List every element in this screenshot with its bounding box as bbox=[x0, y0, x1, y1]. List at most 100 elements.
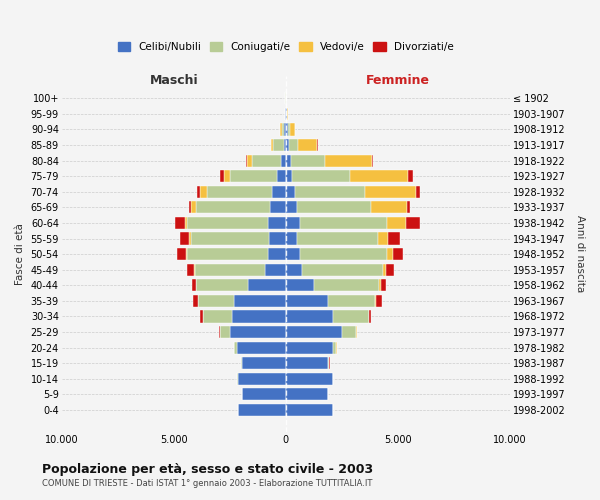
Bar bbox=[286, 202, 298, 213]
Bar bbox=[325, 154, 373, 166]
Bar bbox=[365, 186, 416, 198]
Bar bbox=[333, 342, 337, 353]
Bar bbox=[241, 357, 242, 370]
Bar bbox=[284, 124, 286, 136]
Bar bbox=[197, 186, 200, 198]
Bar bbox=[328, 295, 376, 307]
Bar bbox=[252, 154, 281, 166]
Text: Femmine: Femmine bbox=[366, 74, 430, 88]
Bar bbox=[271, 139, 274, 151]
Bar bbox=[386, 264, 394, 276]
Bar bbox=[196, 279, 248, 291]
Bar bbox=[220, 170, 224, 182]
Bar bbox=[383, 264, 386, 276]
Bar bbox=[298, 232, 378, 244]
Y-axis label: Fasce di età: Fasce di età bbox=[15, 223, 25, 285]
Bar bbox=[302, 264, 383, 276]
Bar bbox=[234, 295, 286, 307]
Bar bbox=[300, 248, 388, 260]
Bar bbox=[200, 186, 208, 198]
Bar bbox=[333, 310, 369, 322]
Bar bbox=[378, 232, 388, 244]
Bar bbox=[286, 326, 342, 338]
Bar bbox=[286, 108, 287, 120]
Bar bbox=[379, 279, 381, 291]
Bar bbox=[185, 217, 187, 229]
Bar bbox=[195, 264, 265, 276]
Bar bbox=[416, 186, 420, 198]
Bar bbox=[388, 217, 406, 229]
Bar bbox=[242, 357, 286, 370]
Bar bbox=[298, 139, 317, 151]
Bar bbox=[232, 310, 286, 322]
Bar bbox=[188, 202, 191, 213]
Bar bbox=[406, 217, 421, 229]
Bar bbox=[191, 232, 269, 244]
Bar bbox=[238, 404, 286, 416]
Legend: Celibi/Nubili, Coniugati/e, Vedovi/e, Divorziati/e: Celibi/Nubili, Coniugati/e, Vedovi/e, Di… bbox=[115, 38, 457, 55]
Bar bbox=[193, 295, 198, 307]
Bar bbox=[292, 170, 350, 182]
Bar bbox=[187, 248, 268, 260]
Bar bbox=[230, 326, 286, 338]
Bar bbox=[203, 310, 232, 322]
Bar bbox=[274, 139, 284, 151]
Bar bbox=[286, 404, 333, 416]
Bar bbox=[224, 170, 230, 182]
Bar bbox=[286, 154, 290, 166]
Bar bbox=[350, 170, 408, 182]
Bar bbox=[234, 342, 236, 353]
Bar bbox=[185, 248, 187, 260]
Text: Popolazione per età, sesso e stato civile - 2003: Popolazione per età, sesso e stato civil… bbox=[42, 462, 373, 475]
Bar bbox=[192, 279, 196, 291]
Bar bbox=[280, 124, 282, 136]
Bar bbox=[269, 232, 286, 244]
Bar bbox=[286, 124, 288, 136]
Bar bbox=[388, 248, 394, 260]
Bar bbox=[342, 326, 356, 338]
Bar bbox=[407, 202, 410, 213]
Bar bbox=[187, 217, 268, 229]
Bar bbox=[295, 186, 365, 198]
Bar bbox=[286, 357, 328, 370]
Bar bbox=[394, 248, 403, 260]
Bar bbox=[284, 139, 286, 151]
Bar bbox=[286, 248, 300, 260]
Bar bbox=[281, 154, 286, 166]
Bar bbox=[268, 217, 286, 229]
Bar bbox=[194, 264, 195, 276]
Bar bbox=[196, 202, 270, 213]
Bar bbox=[191, 202, 196, 213]
Bar bbox=[178, 248, 185, 260]
Bar bbox=[286, 139, 289, 151]
Bar bbox=[286, 217, 300, 229]
Bar bbox=[300, 217, 388, 229]
Bar bbox=[187, 264, 194, 276]
Text: Maschi: Maschi bbox=[149, 74, 198, 88]
Bar bbox=[286, 279, 314, 291]
Bar bbox=[290, 124, 295, 136]
Bar bbox=[238, 372, 286, 385]
Y-axis label: Anni di nascita: Anni di nascita bbox=[575, 216, 585, 292]
Bar bbox=[270, 202, 286, 213]
Bar bbox=[288, 124, 290, 136]
Bar bbox=[265, 264, 286, 276]
Bar bbox=[286, 232, 298, 244]
Bar bbox=[286, 186, 295, 198]
Bar bbox=[289, 139, 298, 151]
Bar bbox=[371, 202, 407, 213]
Bar bbox=[188, 232, 191, 244]
Bar bbox=[220, 326, 230, 338]
Bar bbox=[285, 108, 286, 120]
Bar bbox=[298, 202, 371, 213]
Bar bbox=[175, 217, 185, 229]
Bar bbox=[248, 279, 286, 291]
Bar bbox=[272, 186, 286, 198]
Bar bbox=[376, 295, 382, 307]
Bar bbox=[208, 186, 272, 198]
Bar bbox=[286, 264, 302, 276]
Bar bbox=[328, 357, 329, 370]
Bar bbox=[200, 310, 203, 322]
Bar bbox=[268, 248, 286, 260]
Bar bbox=[290, 154, 325, 166]
